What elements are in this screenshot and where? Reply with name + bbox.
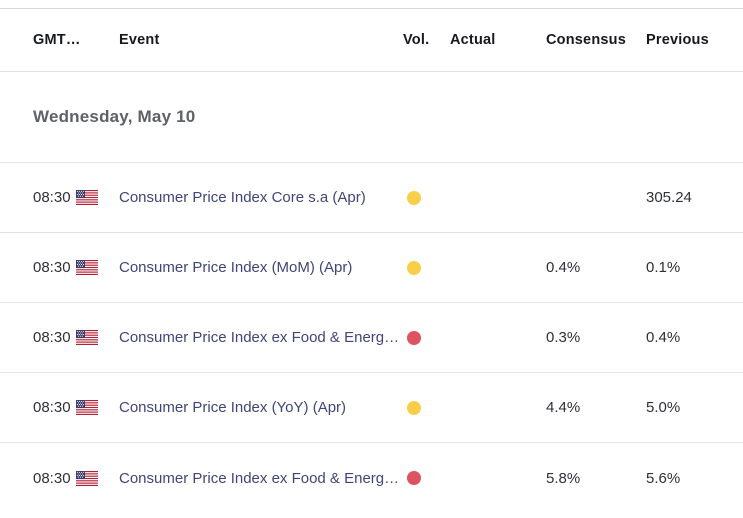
event-title[interactable]: Consumer Price Index (YoY) (Apr) [119, 399, 347, 416]
date-separator-label: Wednesday, May 10 [33, 107, 196, 126]
previous-value: 0.4% [646, 329, 681, 346]
volatility-dot-icon [407, 400, 421, 415]
us-flag-icon [76, 330, 98, 345]
event-time: 08:30 [33, 469, 71, 487]
previous-value: 0.1% [646, 259, 681, 276]
date-separator: Wednesday, May 10 [0, 72, 743, 163]
consensus-value: 5.8% [546, 469, 581, 487]
us-flag-icon [76, 470, 98, 486]
country-flag-cell [76, 330, 119, 345]
event-title[interactable]: Consumer Price Index ex Food & Energy … [119, 469, 403, 487]
calendar-header-row: GMT… Event Vol. Actual Consensus Previou… [0, 8, 743, 72]
column-header-event: Event [119, 32, 160, 48]
event-time: 08:30 [33, 399, 71, 416]
column-header-previous: Previous [646, 32, 709, 48]
us-flag-icon [76, 190, 98, 205]
volatility-dot-icon [407, 471, 421, 485]
volatility-cell [403, 260, 450, 275]
country-flag-cell [76, 260, 119, 275]
event-title[interactable]: Consumer Price Index Core s.a (Apr) [119, 189, 366, 206]
consensus-value: 4.4% [546, 399, 581, 416]
volatility-dot-icon [407, 330, 421, 345]
table-row[interactable]: 08:30 Consumer Price Index ex Food & Ene… [0, 443, 743, 513]
previous-value: 5.0% [646, 399, 681, 416]
table-row[interactable]: 08:30 Consumer Price Index (MoM) (Apr) 0… [0, 233, 743, 303]
event-time: 08:30 [33, 259, 71, 276]
event-title[interactable]: Consumer Price Index (MoM) (Apr) [119, 259, 353, 276]
previous-value: 5.6% [646, 469, 681, 487]
column-header-gmt[interactable]: GMT… [33, 32, 81, 48]
volatility-cell [403, 471, 450, 485]
previous-value: 305.24 [646, 189, 692, 206]
volatility-dot-icon [407, 260, 421, 275]
event-time: 08:30 [33, 329, 71, 346]
column-header-consensus: Consensus [546, 32, 626, 48]
table-row[interactable]: 08:30 Consumer Price Index Core s.a (Apr… [0, 163, 743, 233]
consensus-value: 0.3% [546, 329, 581, 346]
volatility-cell [403, 330, 450, 345]
table-row[interactable]: 08:30 Consumer Price Index (YoY) (Apr) 4… [0, 373, 743, 443]
us-flag-icon [76, 260, 98, 275]
country-flag-cell [76, 470, 119, 486]
column-header-actual: Actual [450, 32, 496, 48]
country-flag-cell [76, 400, 119, 415]
column-header-vol: Vol. [403, 32, 430, 48]
event-time: 08:30 [33, 189, 71, 206]
country-flag-cell [76, 190, 119, 205]
volatility-cell [403, 400, 450, 415]
table-row[interactable]: 08:30 Consumer Price Index ex Food & Ene… [0, 303, 743, 373]
us-flag-icon [76, 400, 98, 415]
consensus-value: 0.4% [546, 259, 581, 276]
volatility-dot-icon [407, 190, 421, 205]
event-title[interactable]: Consumer Price Index ex Food & Energy … [119, 329, 403, 346]
volatility-cell [403, 190, 450, 205]
